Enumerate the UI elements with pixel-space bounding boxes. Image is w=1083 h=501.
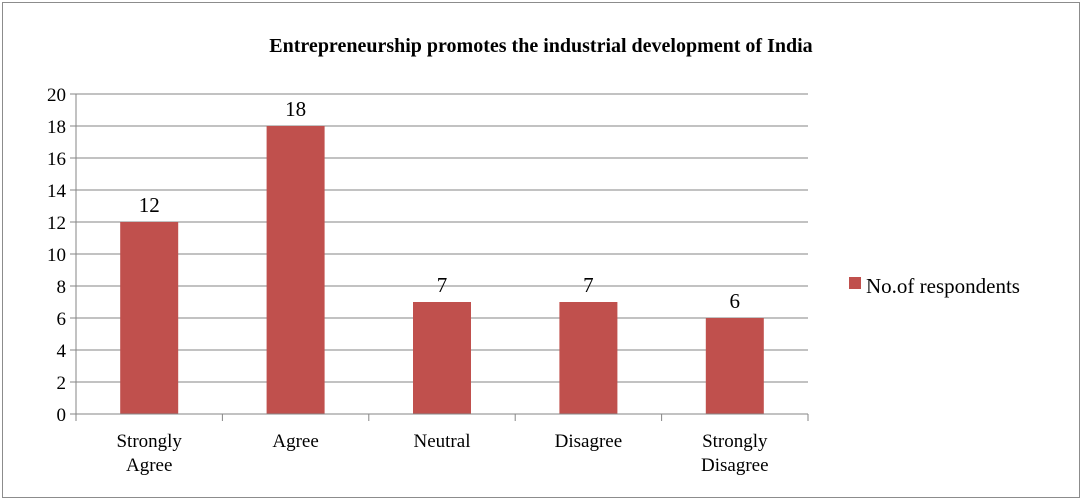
legend-swatch [849, 277, 861, 289]
y-tick-label: 2 [57, 373, 67, 394]
y-tick-label: 14 [47, 181, 67, 202]
x-axis: Strongly Agree Agree Neutral Disagree Strongl… [75, 413, 809, 476]
data-label: 7 [583, 273, 594, 297]
x-tick-label: Disagree [555, 431, 623, 452]
y-tick-label: 10 [47, 245, 66, 266]
data-label: 12 [139, 193, 160, 217]
data-label: 6 [730, 289, 741, 313]
legend: No.of respondents [849, 274, 1020, 298]
bar [266, 126, 325, 414]
y-tick-label: 4 [57, 341, 67, 362]
bar [559, 302, 618, 414]
data-labels: 12 18 7 7 6 [139, 97, 740, 313]
y-tick-label: 18 [47, 117, 66, 138]
bars [120, 126, 764, 414]
bar [120, 222, 179, 414]
chart-title: Entrepreneurship promotes the industrial… [269, 35, 812, 57]
y-tick-label: 0 [57, 405, 67, 426]
bar [413, 302, 471, 414]
x-tick-label: Strongly Disagree [701, 431, 769, 476]
data-label: 7 [437, 273, 448, 297]
y-tick-label: 6 [57, 309, 67, 330]
y-tick-label: 16 [47, 149, 66, 170]
y-tick-label: 8 [57, 277, 67, 298]
legend-label: No.of respondents [866, 274, 1020, 298]
y-tick-label: 12 [47, 213, 66, 234]
y-tick-label: 20 [47, 85, 66, 106]
x-tick-label: Strongly Agree [116, 431, 182, 476]
gridlines [76, 93, 808, 383]
data-label: 18 [285, 97, 306, 121]
bar [705, 318, 764, 414]
y-axis: 0 2 4 6 8 10 12 14 16 18 20 [47, 85, 77, 426]
x-tick-label: Neutral [414, 431, 471, 452]
x-tick-label: Agree [272, 431, 318, 452]
